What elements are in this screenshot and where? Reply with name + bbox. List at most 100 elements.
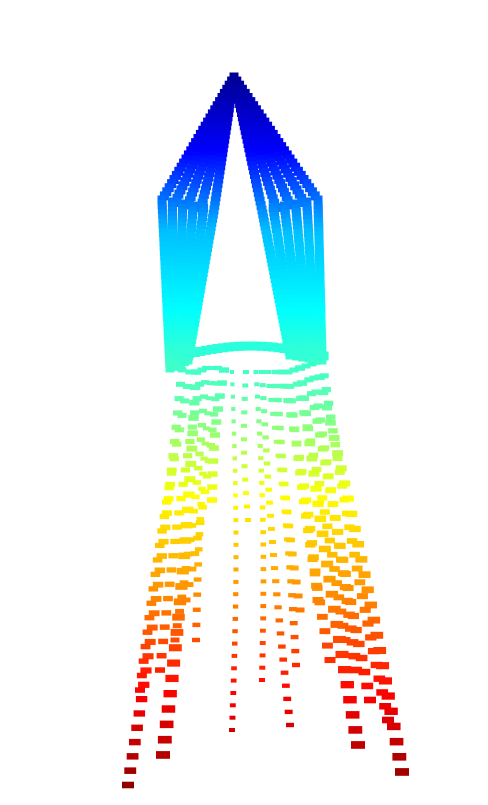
strand-segment bbox=[202, 426, 211, 431]
head-collar bbox=[245, 341, 256, 351]
strand-segment bbox=[185, 460, 197, 467]
strand-segment bbox=[276, 439, 285, 445]
strand-segment bbox=[138, 658, 149, 664]
head-collar bbox=[223, 342, 234, 352]
strand-segment bbox=[264, 474, 272, 479]
strand-segment bbox=[328, 605, 341, 613]
strand-segment bbox=[347, 612, 360, 620]
strand-segment bbox=[345, 598, 357, 606]
strand-segment bbox=[348, 726, 363, 734]
strand-segment bbox=[311, 466, 322, 473]
strand-segment bbox=[358, 571, 371, 578]
strand-segment bbox=[148, 586, 159, 592]
head-face-left-lower bbox=[168, 302, 178, 312]
strand-segment bbox=[306, 455, 318, 462]
strand-segment bbox=[171, 424, 181, 430]
strand-segment bbox=[131, 724, 143, 731]
strand-segment bbox=[259, 370, 265, 374]
strand-segment bbox=[270, 553, 278, 557]
strand-segment bbox=[260, 554, 267, 559]
strand-segment bbox=[193, 535, 202, 541]
strand-segment bbox=[275, 425, 284, 431]
strand-segment bbox=[179, 537, 192, 544]
strand-segment bbox=[328, 501, 339, 507]
strand-segment bbox=[319, 373, 329, 379]
strand-segment bbox=[233, 530, 239, 535]
head-collar bbox=[318, 351, 329, 361]
strand-segment bbox=[329, 566, 340, 572]
strand-segment bbox=[176, 567, 189, 575]
head-face-right-lower bbox=[314, 248, 324, 258]
strand-segment bbox=[232, 456, 237, 461]
strand-segment bbox=[192, 480, 202, 485]
head-face-left-lower bbox=[168, 266, 178, 275]
strand-segment bbox=[255, 407, 261, 411]
head-face-left-lower bbox=[168, 279, 178, 289]
strand-segment bbox=[364, 696, 376, 704]
head-face-left-lower bbox=[168, 220, 178, 230]
cone-head-surface bbox=[157, 72, 329, 373]
strand-segment bbox=[243, 370, 249, 374]
head-face-left-lower bbox=[161, 270, 171, 280]
strand-segment bbox=[282, 509, 292, 515]
strand-segment bbox=[155, 667, 165, 673]
strand-segment bbox=[166, 467, 177, 473]
head-face-left-lower bbox=[157, 204, 167, 214]
head-face-left-lower bbox=[161, 274, 171, 284]
strand-segment bbox=[200, 489, 210, 495]
strand-segment bbox=[230, 382, 235, 387]
strand-segment bbox=[260, 567, 267, 572]
strand-segment bbox=[258, 456, 264, 461]
strand-segment bbox=[314, 481, 325, 487]
strand-segment bbox=[384, 707, 398, 715]
head-face-left-lower bbox=[168, 247, 178, 257]
strand-segment bbox=[163, 690, 177, 698]
strand-segment bbox=[291, 579, 301, 585]
strand-segment bbox=[278, 467, 288, 473]
strand-segment bbox=[381, 692, 395, 700]
strand-segment bbox=[160, 524, 171, 531]
strand-segment bbox=[181, 566, 191, 571]
strand-segment bbox=[229, 728, 235, 732]
head-collar bbox=[279, 344, 290, 353]
strand-segment bbox=[170, 628, 184, 636]
strand-segment bbox=[274, 411, 283, 417]
strand-segment bbox=[179, 580, 189, 586]
strand-segment bbox=[259, 641, 266, 645]
strand-segment bbox=[161, 510, 172, 516]
strand-segment bbox=[299, 498, 309, 505]
strand-segment bbox=[317, 431, 328, 437]
strand-segment bbox=[324, 657, 336, 664]
strand-segment bbox=[185, 438, 195, 444]
strand-segment bbox=[162, 499, 172, 505]
strand-segment bbox=[191, 494, 200, 500]
head-collar bbox=[212, 344, 223, 353]
strand-segment bbox=[232, 616, 238, 621]
strand-segment bbox=[180, 467, 191, 473]
strand-segment bbox=[192, 607, 201, 612]
strand-segment bbox=[289, 367, 299, 373]
strand-segment bbox=[266, 500, 273, 505]
strand-segment bbox=[364, 601, 377, 609]
strand-segment bbox=[242, 477, 249, 482]
strand-segment bbox=[208, 427, 217, 433]
strand-segment bbox=[277, 369, 287, 375]
strand-segment bbox=[317, 495, 328, 501]
strand-segment bbox=[273, 397, 282, 403]
strand-segment bbox=[289, 607, 297, 612]
strand-segment bbox=[358, 668, 371, 676]
strand-segment bbox=[165, 674, 179, 683]
strand-segment bbox=[318, 545, 331, 553]
strand-segment bbox=[156, 653, 167, 659]
strand-segment bbox=[142, 629, 153, 635]
strand-segment bbox=[272, 579, 280, 584]
strand-segment bbox=[321, 560, 334, 568]
strand-segment bbox=[285, 383, 295, 389]
head-collar bbox=[301, 348, 312, 357]
strand-segment bbox=[183, 491, 195, 498]
strand-segment bbox=[241, 450, 248, 455]
strand-segment bbox=[303, 527, 314, 534]
strand-segment bbox=[204, 411, 212, 416]
strand-segment bbox=[342, 585, 354, 592]
strand-segment bbox=[190, 551, 200, 557]
